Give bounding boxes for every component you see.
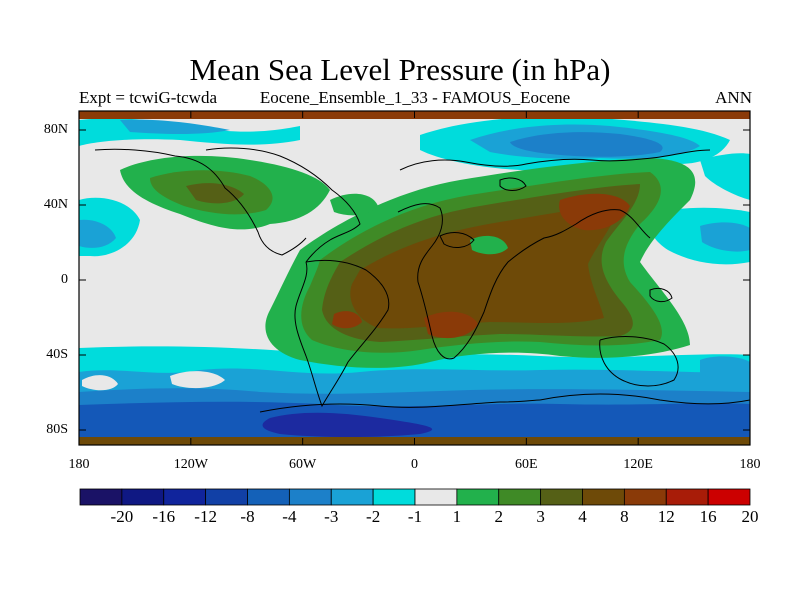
- colorbar-label: -4: [282, 507, 297, 526]
- field-redbrown-asia: [559, 193, 630, 231]
- colorbar-swatch: [247, 488, 290, 506]
- colorbar-swatch: [121, 488, 165, 506]
- colorbar-label: -16: [152, 507, 176, 526]
- colorbar-label: 4: [578, 507, 587, 526]
- colorbar-label: 12: [657, 507, 675, 526]
- colorbar-swatch: [288, 488, 332, 506]
- season-label: ANN: [715, 88, 752, 107]
- lon-label: 60E: [515, 457, 538, 472]
- colorbar-swatch: [498, 488, 542, 506]
- field-brown-main: [350, 204, 620, 329]
- field-cyan-northeast: [700, 153, 750, 200]
- lon-label: 120E: [623, 457, 653, 472]
- field-redbrown-southamerica: [332, 311, 362, 329]
- coastline-antarctica-west: [259, 399, 541, 413]
- lon-label: 0: [411, 457, 418, 472]
- lon-label: 180: [68, 457, 90, 472]
- field-olive-northamerica: [186, 183, 244, 204]
- field-lightblue-northwest: [120, 119, 230, 134]
- coastline-antarctica-east: [539, 393, 750, 405]
- coastline-island: [499, 177, 527, 191]
- coastline-southamerica: [294, 259, 390, 408]
- colorbar-swatch: [623, 488, 667, 506]
- field-midblue-north: [510, 132, 663, 157]
- colorbar-swatch: [372, 488, 416, 506]
- coastlines: [94, 147, 750, 413]
- lat-label: 80S: [46, 422, 68, 437]
- colorbar-label: -12: [194, 507, 217, 526]
- colorbar-label: 16: [699, 507, 717, 526]
- coastline-northamerica-east: [205, 147, 361, 263]
- colorbar-label: 20: [741, 507, 759, 526]
- colorbar-swatch: [456, 488, 500, 506]
- lon-label: 60W: [289, 457, 317, 472]
- colorbar-swatch: [582, 488, 625, 506]
- colorbar-swatch: [540, 488, 583, 506]
- colorbar-label: -1: [407, 507, 423, 526]
- field-neutral-patch: [82, 375, 118, 391]
- colorbar-swatch: [163, 488, 207, 506]
- lat-label: 40S: [46, 347, 68, 362]
- field-lightblue-eastpacific: [700, 222, 750, 252]
- chart-title: Mean Sea Level Pressure (in hPa): [189, 52, 611, 87]
- colorbar-swatch: [205, 488, 248, 506]
- lat-label: 40N: [43, 197, 68, 212]
- colorbar-label: 3: [536, 507, 545, 526]
- colorbar-label: 8: [620, 507, 629, 526]
- field-blue-south: [79, 401, 750, 445]
- coastline-inland-sea: [439, 232, 475, 248]
- lat-label: 0: [61, 272, 68, 287]
- colorbar-label: 1: [452, 507, 462, 526]
- field-redbrown-africa: [424, 311, 478, 339]
- map-field: [79, 111, 750, 445]
- coastline-island: [649, 287, 673, 303]
- colorbar-label: 2: [494, 507, 504, 526]
- map-ticks: [78, 111, 751, 445]
- colorbar-label: -2: [366, 507, 381, 526]
- field-green-patch: [330, 193, 378, 216]
- colorbar-swatch: [665, 488, 709, 506]
- colorbar-swatch: [330, 488, 374, 506]
- coastline-africa-asia: [397, 203, 651, 360]
- colorbar-label: -8: [240, 507, 255, 526]
- experiment-label: Expt = tcwiG-tcwda: [79, 88, 217, 107]
- coastline-northamerica-west: [94, 148, 307, 256]
- coastline-australia: [599, 336, 679, 387]
- field-green-patch: [470, 235, 508, 255]
- colorbar-swatch: [707, 488, 751, 506]
- lat-label: 80N: [43, 122, 68, 137]
- lon-label: 120W: [173, 457, 208, 472]
- field-lightblue-pacific: [79, 219, 116, 248]
- coastline-eurasia-north: [399, 149, 711, 171]
- lon-label: 180: [739, 457, 761, 472]
- colorbar-swatch: [414, 488, 458, 506]
- field-neutral-patch: [170, 371, 225, 389]
- field-deepblue-south: [262, 412, 433, 437]
- colorbar-label: -3: [324, 507, 339, 526]
- colorbar-label: -20: [110, 507, 134, 526]
- field-lightblue-patch: [700, 356, 750, 382]
- ensemble-label: Eocene_Ensemble_1_33 - FAMOUS_Eocene: [259, 88, 571, 107]
- colorbar-swatch: [79, 488, 123, 506]
